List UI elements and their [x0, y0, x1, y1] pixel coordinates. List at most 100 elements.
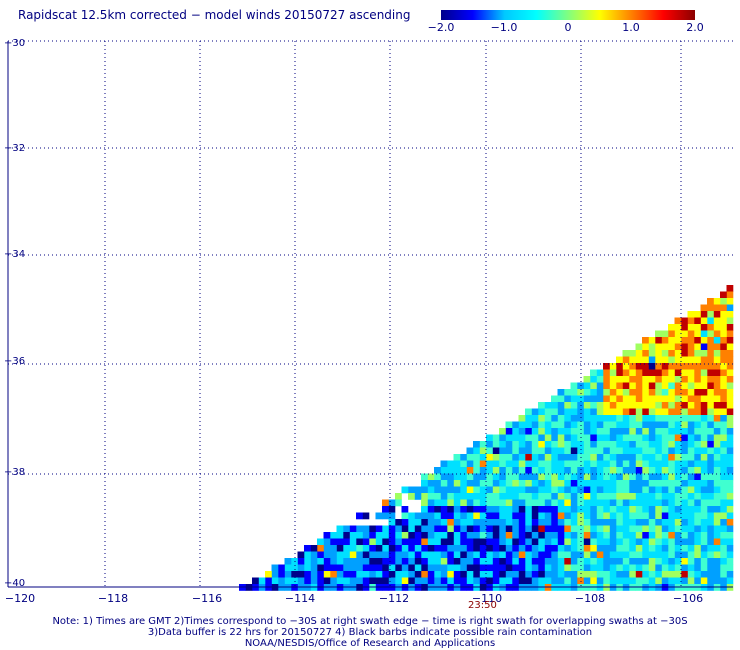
swath-cell: [713, 363, 721, 370]
swath-cell: [668, 395, 675, 403]
swath-cell: [499, 545, 506, 552]
swath-cell: [681, 460, 688, 468]
swath-cell: [479, 460, 487, 468]
swath-cell: [531, 551, 539, 559]
swath-cell: [570, 486, 578, 494]
swath-cell: [505, 428, 513, 435]
swath-cell: [356, 564, 363, 572]
swath-cell: [369, 564, 376, 572]
swath-cell: [492, 460, 500, 468]
swath-cell: [655, 551, 662, 559]
swath-cell: [310, 577, 318, 585]
swath-cell: [518, 538, 526, 546]
swath-cell: [518, 428, 526, 435]
swath-cell: [616, 363, 623, 370]
swath-cell: [440, 506, 448, 513]
swath-cell: [635, 506, 643, 513]
swath-cell: [265, 571, 272, 578]
swath-cell: [668, 389, 675, 396]
swath-cell: [525, 434, 532, 442]
swath-cell: [583, 441, 591, 448]
swath-cell: [661, 389, 669, 396]
swath-cell: [681, 467, 688, 474]
swath-cell: [713, 486, 721, 494]
swath-cell: [720, 415, 727, 422]
swath-cell: [687, 499, 695, 507]
swath-cell: [726, 525, 734, 533]
swath-cell: [700, 434, 708, 442]
swath-cell: [505, 545, 513, 552]
swath-cell: [369, 538, 376, 546]
swath-cell: [726, 343, 734, 351]
swath-cell: [570, 395, 578, 403]
swath-cell: [596, 441, 604, 448]
swath-cell: [668, 330, 675, 338]
swath-cell: [596, 447, 604, 455]
swath-cell: [427, 512, 435, 520]
swath-cell: [460, 545, 467, 552]
swath-cell: [655, 454, 662, 461]
swath-cell: [336, 545, 344, 552]
swath-cell: [668, 447, 675, 455]
colorbar-tick-label: 2.0: [686, 21, 704, 34]
swath-cell: [590, 467, 597, 474]
swath-cell: [551, 434, 558, 442]
swath-cell: [557, 571, 565, 578]
swath-cell: [577, 434, 584, 442]
swath-cell: [499, 512, 506, 520]
swath-cell: [479, 486, 487, 494]
swath-cell: [635, 571, 643, 578]
swath-cell: [570, 441, 578, 448]
swath-cell: [388, 525, 396, 533]
swath-cell: [577, 441, 584, 448]
swath-cell: [382, 558, 389, 565]
swath-cell: [505, 538, 513, 546]
swath-cell: [440, 467, 448, 474]
swath-cell: [661, 577, 669, 585]
swath-cell: [603, 402, 610, 409]
swath-cell: [726, 298, 734, 305]
swath-cell: [616, 577, 623, 585]
swath-cell: [687, 480, 695, 487]
swath-cell: [453, 454, 461, 461]
swath-cell: [486, 506, 493, 513]
swath-cell: [642, 499, 649, 507]
swath-cell: [538, 473, 545, 481]
swath-cell: [616, 434, 623, 442]
swath-cell: [700, 571, 708, 578]
swath-cell: [713, 499, 721, 507]
swath-cell: [655, 395, 662, 403]
swath-cell: [642, 363, 649, 370]
swath-cell: [661, 337, 669, 344]
swath-cell: [323, 558, 331, 565]
swath-cell: [349, 558, 357, 565]
swath-cell: [486, 473, 493, 481]
swath-cell: [694, 324, 701, 331]
swath-cell: [596, 538, 604, 546]
swath-cell: [356, 545, 363, 552]
swath-cell: [629, 493, 636, 500]
swath-cell: [531, 415, 539, 422]
swath-cell: [707, 480, 714, 487]
swath-cell: [434, 551, 441, 559]
swath-cell: [414, 538, 422, 546]
swath-cell: [726, 337, 734, 344]
swath-cell: [538, 558, 545, 565]
swath-cell: [661, 369, 669, 377]
lon-label: −116: [191, 592, 223, 605]
swath-cell: [642, 441, 649, 448]
swath-cell: [661, 395, 669, 403]
swath-cell: [700, 519, 708, 526]
swath-cell: [518, 493, 526, 500]
swath-cell: [603, 486, 610, 494]
swath-cell: [700, 304, 708, 312]
swath-cell: [369, 571, 376, 578]
swath-cell: [635, 499, 643, 507]
swath-cell: [609, 467, 617, 474]
swath-cell: [408, 545, 415, 552]
swath-cell: [570, 467, 578, 474]
swath-cell: [661, 447, 669, 455]
swath-cell: [661, 441, 669, 448]
swath-cell: [492, 512, 500, 520]
swath-cell: [427, 493, 435, 500]
